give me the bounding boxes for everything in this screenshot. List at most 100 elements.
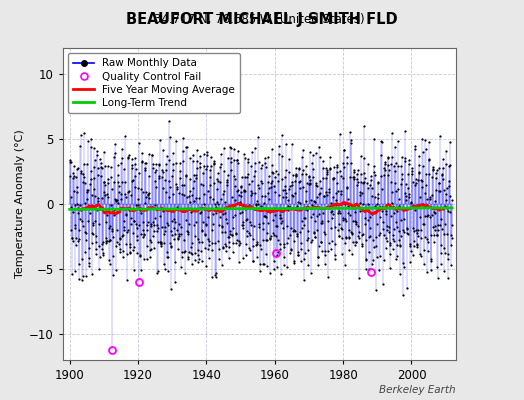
Point: [300, 250, 309, 256]
Point: [195, 238, 203, 245]
Point: [386, 264, 394, 271]
Point: [338, 235, 346, 241]
Point: [229, 240, 237, 246]
Point: [249, 257, 257, 264]
Point: [200, 191, 209, 197]
Point: [151, 184, 160, 190]
Point: [146, 238, 155, 245]
Point: [394, 163, 402, 169]
Point: [244, 171, 252, 177]
Point: [83, 161, 92, 167]
Point: [178, 182, 187, 189]
Point: [113, 200, 122, 206]
Point: [411, 182, 419, 188]
Point: [242, 251, 250, 258]
Point: [409, 202, 417, 209]
Point: [399, 292, 407, 298]
Point: [235, 241, 244, 248]
Point: [179, 182, 188, 188]
Point: [325, 186, 334, 192]
Point: [232, 230, 240, 237]
Point: [422, 182, 430, 188]
Point: [367, 185, 376, 191]
Point: [176, 175, 184, 181]
Point: [408, 168, 416, 174]
Point: [261, 155, 269, 161]
Point: [239, 219, 247, 225]
Point: [198, 258, 206, 265]
Point: [168, 173, 177, 180]
Point: [321, 248, 330, 254]
Point: [333, 164, 341, 171]
Point: [287, 191, 296, 198]
Point: [89, 231, 97, 237]
Point: [312, 183, 321, 189]
Point: [254, 182, 262, 189]
Point: [202, 166, 211, 172]
Point: [243, 216, 251, 222]
Point: [267, 180, 276, 186]
Point: [171, 181, 180, 187]
Point: [233, 237, 241, 244]
Point: [182, 144, 191, 150]
Point: [307, 197, 315, 203]
Point: [433, 232, 441, 238]
Point: [312, 182, 321, 188]
Point: [92, 233, 100, 240]
Point: [435, 188, 443, 194]
Point: [313, 227, 322, 233]
Point: [304, 262, 312, 268]
Point: [447, 262, 455, 268]
Point: [140, 200, 149, 206]
Point: [92, 239, 101, 245]
Point: [278, 132, 287, 138]
Point: [152, 161, 160, 167]
Point: [441, 203, 450, 209]
Point: [351, 218, 359, 224]
Point: [275, 143, 283, 149]
Point: [298, 218, 306, 224]
Point: [446, 139, 454, 146]
Point: [197, 248, 205, 254]
Point: [305, 149, 314, 155]
Point: [112, 198, 120, 204]
Point: [68, 271, 76, 277]
Point: [372, 243, 380, 250]
Point: [277, 218, 286, 225]
Point: [192, 172, 201, 178]
Point: [444, 182, 453, 189]
Point: [441, 197, 450, 203]
Point: [266, 209, 274, 215]
Point: [345, 247, 353, 253]
Point: [130, 184, 139, 190]
Point: [192, 147, 201, 153]
Point: [291, 190, 299, 196]
Point: [302, 188, 310, 194]
Point: [285, 156, 293, 163]
Point: [120, 166, 128, 172]
Point: [431, 187, 440, 193]
Point: [388, 189, 396, 195]
Point: [105, 238, 114, 244]
Point: [181, 270, 189, 276]
Point: [253, 254, 261, 260]
Point: [176, 160, 184, 167]
Point: [334, 226, 343, 233]
Point: [309, 211, 318, 218]
Point: [181, 248, 189, 254]
Point: [379, 232, 388, 238]
Point: [365, 266, 374, 272]
Point: [362, 265, 370, 272]
Point: [381, 208, 390, 214]
Point: [323, 218, 332, 224]
Point: [88, 192, 96, 198]
Point: [236, 182, 245, 189]
Point: [149, 233, 158, 240]
Point: [319, 158, 327, 164]
Point: [189, 184, 197, 191]
Point: [162, 220, 171, 227]
Point: [310, 229, 318, 236]
Point: [230, 214, 238, 221]
Point: [211, 240, 219, 246]
Point: [359, 179, 367, 186]
